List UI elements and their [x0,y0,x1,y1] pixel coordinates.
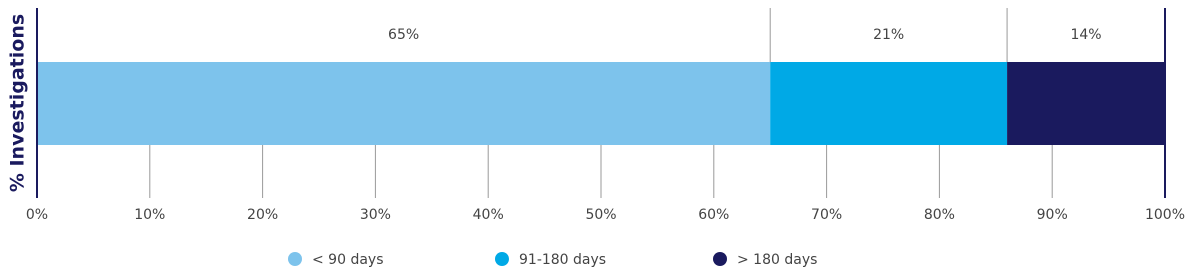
x-tick-label: 70% [811,207,842,223]
legend-swatch [713,252,727,266]
legend-swatch [288,252,302,266]
legend-label: 91-180 days [519,252,606,268]
x-tick-label: 100% [1145,207,1185,223]
x-tick-label: 10% [134,207,165,223]
data-label: 21% [873,27,904,43]
x-tick-label: 60% [698,207,729,223]
x-tick-label: 20% [247,207,278,223]
x-tick-label: 50% [585,207,616,223]
y-axis-label: % Investigations [7,14,29,192]
x-tick-label: 80% [924,207,955,223]
data-label: 65% [388,27,419,43]
bar-segment [770,62,1008,145]
x-tick-label: 40% [473,207,504,223]
x-tick-label: 90% [1037,207,1068,223]
bar-segment [1007,62,1165,145]
bar-segment [37,62,771,145]
legend-swatch [495,252,509,266]
data-label: 14% [1070,27,1101,43]
legend-label: < 90 days [312,252,384,268]
x-tick-label: 30% [360,207,391,223]
x-tick-label: 0% [26,207,48,223]
legend-label: > 180 days [737,252,817,268]
